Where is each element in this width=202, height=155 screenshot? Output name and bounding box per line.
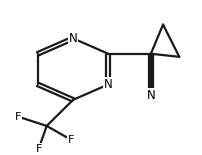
Text: F: F	[67, 135, 74, 145]
Text: N: N	[68, 32, 77, 45]
Text: N: N	[146, 89, 155, 102]
Text: F: F	[35, 144, 42, 154]
Text: N: N	[103, 78, 112, 91]
Text: F: F	[15, 112, 21, 122]
